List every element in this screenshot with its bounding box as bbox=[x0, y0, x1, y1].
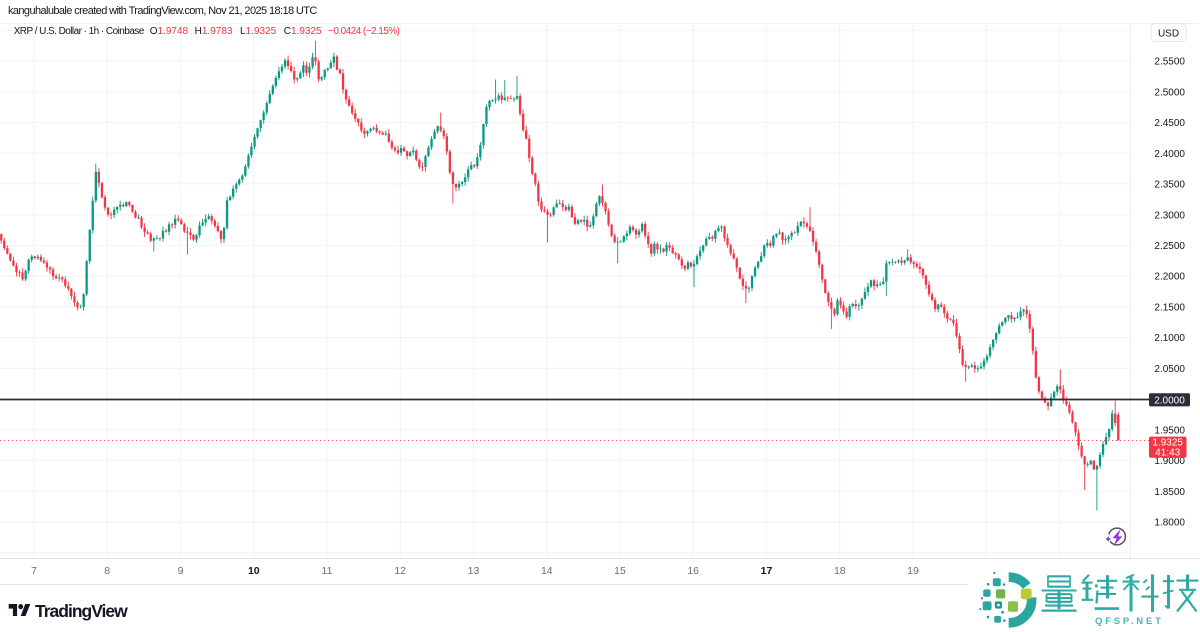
svg-text:2.1500: 2.1500 bbox=[1154, 302, 1185, 313]
svg-text:9: 9 bbox=[178, 565, 184, 577]
svg-text:7: 7 bbox=[31, 565, 37, 577]
svg-text:13: 13 bbox=[468, 565, 480, 577]
svg-text:8: 8 bbox=[104, 565, 110, 577]
svg-text:2.5500: 2.5500 bbox=[1154, 57, 1185, 68]
svg-text:2.0000: 2.0000 bbox=[1154, 395, 1185, 406]
svg-text:2.5000: 2.5000 bbox=[1154, 87, 1185, 98]
svg-text:19: 19 bbox=[907, 565, 919, 577]
svg-text:1.9000: 1.9000 bbox=[1154, 456, 1185, 467]
svg-text:18: 18 bbox=[834, 565, 846, 577]
svg-text:41:43: 41:43 bbox=[1155, 447, 1180, 458]
svg-text:15: 15 bbox=[614, 565, 626, 577]
svg-text:2.2000: 2.2000 bbox=[1154, 272, 1185, 283]
svg-text:2.2500: 2.2500 bbox=[1154, 241, 1185, 252]
svg-text:1.8000: 1.8000 bbox=[1154, 518, 1185, 529]
svg-text:11: 11 bbox=[322, 565, 333, 577]
svg-text:2.1000: 2.1000 bbox=[1154, 333, 1185, 344]
svg-text:2.4000: 2.4000 bbox=[1154, 149, 1185, 160]
svg-text:2.3500: 2.3500 bbox=[1154, 180, 1185, 191]
svg-text:1.9500: 1.9500 bbox=[1154, 425, 1185, 436]
svg-text:2.3000: 2.3000 bbox=[1154, 210, 1185, 221]
svg-text:12: 12 bbox=[394, 565, 406, 577]
svg-text:1.9325: 1.9325 bbox=[1152, 438, 1183, 449]
svg-text:10: 10 bbox=[248, 565, 260, 577]
svg-text:2.0500: 2.0500 bbox=[1154, 364, 1185, 375]
svg-text:16: 16 bbox=[687, 565, 699, 577]
svg-text:2.4500: 2.4500 bbox=[1154, 118, 1185, 129]
svg-text:17: 17 bbox=[761, 565, 773, 577]
svg-text:USD: USD bbox=[1158, 28, 1179, 39]
svg-text:1.8500: 1.8500 bbox=[1154, 487, 1185, 498]
svg-text:14: 14 bbox=[541, 565, 553, 577]
